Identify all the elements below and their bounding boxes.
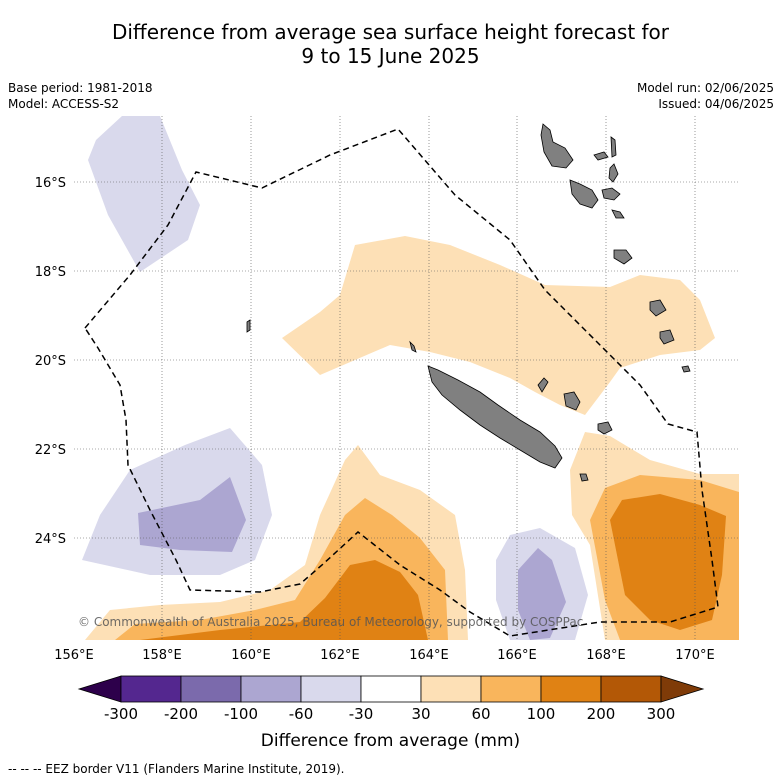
lat-tick-labels: 16°S 18°S 20°S 22°S 24°S xyxy=(35,176,66,547)
anomaly-contours xyxy=(82,116,739,640)
colorbar-tick-9: 200 xyxy=(586,705,616,723)
lon-tick-labels: 156°E 158°E 160°E 162°E 164°E 166°E 168°… xyxy=(54,648,715,663)
vanuatu-malakula xyxy=(569,179,599,209)
pos-anomaly-east-strong xyxy=(610,494,726,630)
copyright-notice: © Commonwealth of Australia 2025, Bureau… xyxy=(78,615,583,629)
matthew-island xyxy=(579,473,589,482)
loyalty-mare xyxy=(597,421,613,435)
eez-footnote: -- -- -- EEZ border V11 (Flanders Marine… xyxy=(8,762,345,776)
colorbar-swatch-7 xyxy=(480,675,542,703)
meta-right: Model run: 02/06/2025 Issued: 04/06/2025 xyxy=(637,80,774,112)
loyalty-ouvea xyxy=(537,377,549,393)
base-period: Base period: 1981-2018 xyxy=(8,81,153,95)
lon-label-158e: 158°E xyxy=(142,648,182,663)
island-east-2 xyxy=(659,329,675,345)
colorbar-swatch-5 xyxy=(360,675,422,703)
colorbar-swatch-6 xyxy=(420,675,482,703)
neg-anomaly-s-inner xyxy=(518,548,566,640)
colorbar-tick-1: -300 xyxy=(103,705,139,723)
vanuatu-erromango xyxy=(613,249,633,265)
map-title: Difference from average sea surface heig… xyxy=(0,20,781,68)
lat-label-22s: 22°S xyxy=(35,443,66,458)
vanuatu-maewo xyxy=(610,136,617,158)
eez-border xyxy=(84,128,719,637)
colorbar-swatch-9 xyxy=(600,675,662,703)
vanuatu-efate xyxy=(601,187,621,201)
colorbar xyxy=(77,675,705,703)
colorbar-tick-5: -30 xyxy=(348,705,374,723)
lon-label-156e: 156°E xyxy=(54,648,94,663)
pos-anomaly-south-strong xyxy=(140,560,428,640)
colorbar-max-arrow xyxy=(660,675,705,703)
model-name: Model: ACCESS-S2 xyxy=(8,97,120,111)
lon-label-166e: 166°E xyxy=(497,648,537,663)
colorbar-tick-7: 60 xyxy=(471,705,491,723)
colorbar-swatch-4 xyxy=(300,675,362,703)
island-east-3 xyxy=(681,365,691,373)
issued-date: Issued: 04/06/2025 xyxy=(658,97,774,111)
vanuatu-islet-2 xyxy=(611,209,625,219)
vanuatu-islet-1 xyxy=(608,163,619,183)
neg-anomaly-sw-outer xyxy=(82,428,272,575)
colorbar-swatch-8 xyxy=(540,675,602,703)
vanuatu-espiritu-santo xyxy=(540,123,574,169)
lat-label-20s: 20°S xyxy=(35,354,66,369)
gridlines xyxy=(74,116,739,640)
colorbar-tick-2: -200 xyxy=(163,705,199,723)
lon-label-170e: 170°E xyxy=(675,648,715,663)
colorbar-min-arrow xyxy=(77,675,122,703)
model-run: Model run: 02/06/2025 xyxy=(636,81,774,95)
chesterfield-islet xyxy=(246,319,251,333)
colorbar-tick-4: -60 xyxy=(288,705,314,723)
lon-label-164e: 164°E xyxy=(409,648,449,663)
title-line-2: 9 to 15 June 2025 xyxy=(301,44,480,68)
lat-label-18s: 18°S xyxy=(35,265,66,280)
neg-anomaly-nw xyxy=(88,116,200,272)
colorbar-title: Difference from average (mm) xyxy=(260,731,521,751)
colorbar-tick-10: 300 xyxy=(646,705,676,723)
colorbar-tick-3: -100 xyxy=(223,705,259,723)
lon-label-168e: 168°E xyxy=(586,648,626,663)
colorbar-tick-8: 100 xyxy=(526,705,556,723)
neg-anomaly-sw-inner xyxy=(138,477,246,552)
colorbar-swatch-2 xyxy=(180,675,242,703)
lat-label-16s: 16°S xyxy=(35,176,66,191)
vanuatu-ambrym xyxy=(593,151,609,161)
colorbar-tick-6: 30 xyxy=(411,705,431,723)
island-east-1 xyxy=(649,299,667,317)
lat-label-24s: 24°S xyxy=(35,532,66,547)
landmasses xyxy=(246,123,691,482)
colorbar-swatch-3 xyxy=(240,675,302,703)
meta-left: Base period: 1981-2018 Model: ACCESS-S2 xyxy=(8,80,153,112)
pos-anomaly-central xyxy=(282,236,715,415)
loyalty-lifou xyxy=(563,391,581,411)
new-caledonia xyxy=(427,365,563,469)
lon-label-160e: 160°E xyxy=(231,648,271,663)
title-line-1: Difference from average sea surface heig… xyxy=(111,20,670,44)
lon-label-162e: 162°E xyxy=(320,648,360,663)
belep-islet xyxy=(409,340,417,353)
colorbar-swatch-1 xyxy=(120,675,182,703)
